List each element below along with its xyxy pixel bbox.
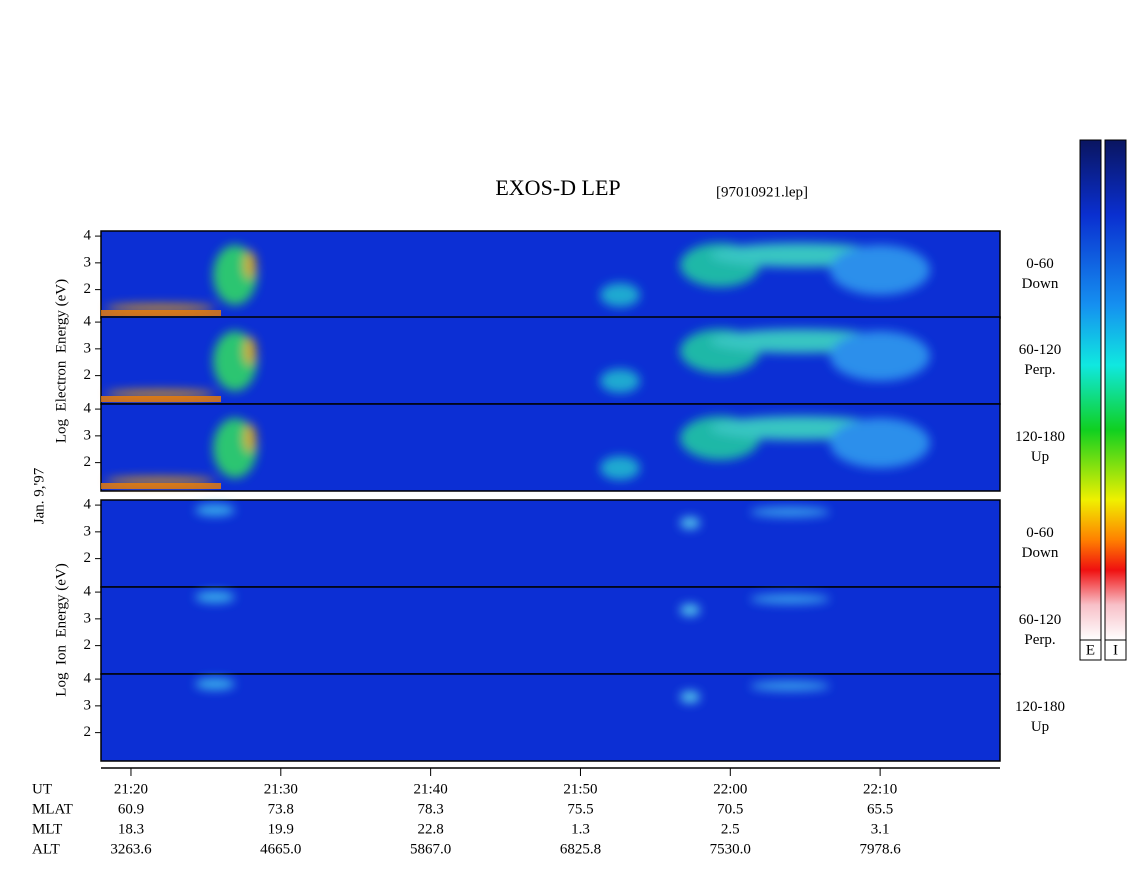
feature xyxy=(244,424,256,452)
spectrogram-panel xyxy=(100,673,1001,762)
y-tick-label: 3 xyxy=(84,610,92,626)
x-tick-label: 21:30 xyxy=(264,781,298,797)
feature xyxy=(830,245,930,295)
feature xyxy=(750,507,830,517)
y-tick-label: 3 xyxy=(84,254,92,270)
row-label: ALT xyxy=(32,841,60,857)
pitch-label: 0-60 xyxy=(1026,256,1054,272)
spectrogram-panel xyxy=(100,499,1001,588)
feature xyxy=(600,456,640,480)
feature xyxy=(680,517,700,529)
row-label: MLAT xyxy=(32,801,73,817)
feature xyxy=(750,681,830,691)
colorbar xyxy=(1079,139,1102,641)
feature xyxy=(680,604,700,616)
x-tick-label: 21:20 xyxy=(114,781,148,797)
colorbar xyxy=(1104,139,1127,641)
y-tick-label: 2 xyxy=(84,367,92,383)
orbit-value: 18.3 xyxy=(118,821,144,837)
direction-label: Up xyxy=(1031,449,1049,465)
date-label: Jan. 9,'97 xyxy=(31,467,47,524)
row-label: UT xyxy=(32,781,52,797)
y-tick-label: 4 xyxy=(84,671,92,687)
feature xyxy=(101,483,221,489)
y-tick-label: 4 xyxy=(84,584,92,600)
y-tick-label: 2 xyxy=(84,454,92,470)
feature xyxy=(244,251,256,279)
title: EXOS-D LEP xyxy=(495,175,620,200)
orbit-value: 19.9 xyxy=(268,821,294,837)
orbit-value: 3263.6 xyxy=(110,841,152,857)
spectrogram-features xyxy=(195,504,830,529)
feature xyxy=(600,369,640,393)
pitch-label: 60-120 xyxy=(1019,342,1062,358)
orbit-value: 70.5 xyxy=(717,801,743,817)
orbit-value: 65.5 xyxy=(867,801,893,817)
y-tick-label: 4 xyxy=(84,401,92,417)
electron-axis-label: Log Electron Energy (eV) xyxy=(53,279,69,443)
direction-label: Up xyxy=(1031,719,1049,735)
orbit-value: 4665.0 xyxy=(260,841,301,857)
spectrogram-features xyxy=(105,416,930,485)
feature xyxy=(680,691,700,703)
orbit-value: 60.9 xyxy=(118,801,144,817)
pitch-label: 120-180 xyxy=(1015,699,1065,715)
y-tick-label: 2 xyxy=(84,724,92,740)
spectrogram-panel xyxy=(100,586,1001,675)
file-name: [97010921.lep] xyxy=(716,184,808,200)
x-tick-label: 22:00 xyxy=(713,781,747,797)
orbit-value: 73.8 xyxy=(268,801,294,817)
y-tick-label: 3 xyxy=(84,427,92,443)
pitch-label: 120-180 xyxy=(1015,429,1065,445)
y-tick-label: 2 xyxy=(84,550,92,566)
row-label: MLT xyxy=(32,821,62,837)
y-tick-label: 2 xyxy=(84,637,92,653)
colorbar-label: E xyxy=(1086,642,1095,658)
feature xyxy=(830,418,930,468)
y-tick-label: 4 xyxy=(84,497,92,513)
x-tick-label: 21:50 xyxy=(563,781,597,797)
spectrogram-features xyxy=(195,591,830,616)
colorbar-label-box xyxy=(1079,639,1102,661)
orbit-value: 5867.0 xyxy=(410,841,451,857)
orbit-value: 6825.8 xyxy=(560,841,601,857)
y-tick-label: 4 xyxy=(84,314,92,330)
direction-label: Perp. xyxy=(1024,362,1055,378)
colorbar-label: I xyxy=(1113,642,1118,658)
orbit-value: 75.5 xyxy=(567,801,593,817)
direction-label: Down xyxy=(1022,276,1059,292)
feature xyxy=(244,337,256,365)
feature xyxy=(195,591,235,603)
direction-label: Perp. xyxy=(1024,632,1055,648)
y-tick-label: 3 xyxy=(84,340,92,356)
orbit-value: 2.5 xyxy=(721,821,740,837)
feature xyxy=(195,504,235,516)
x-tick-label: 21:40 xyxy=(414,781,448,797)
y-tick-label: 2 xyxy=(84,281,92,297)
orbit-value: 7978.6 xyxy=(860,841,902,857)
pitch-label: 60-120 xyxy=(1019,612,1062,628)
pitch-label: 0-60 xyxy=(1026,525,1054,541)
orbit-value: 3.1 xyxy=(871,821,890,837)
colorbar-label-box xyxy=(1104,639,1127,661)
feature xyxy=(195,678,235,690)
feature xyxy=(600,283,640,307)
ion-axis-label: Log Ion Energy (eV) xyxy=(53,563,69,696)
spectrogram-features xyxy=(195,678,830,703)
feature xyxy=(101,310,221,316)
feature xyxy=(750,594,830,604)
x-tick-label: 22:10 xyxy=(863,781,897,797)
orbit-value: 78.3 xyxy=(418,801,444,817)
y-tick-label: 3 xyxy=(84,523,92,539)
orbit-value: 7530.0 xyxy=(710,841,751,857)
y-tick-label: 4 xyxy=(84,228,92,244)
feature xyxy=(101,396,221,402)
orbit-value: 22.8 xyxy=(418,821,444,837)
orbit-value: 1.3 xyxy=(571,821,590,837)
feature xyxy=(830,331,930,381)
direction-label: Down xyxy=(1022,545,1059,561)
y-tick-label: 3 xyxy=(84,697,92,713)
